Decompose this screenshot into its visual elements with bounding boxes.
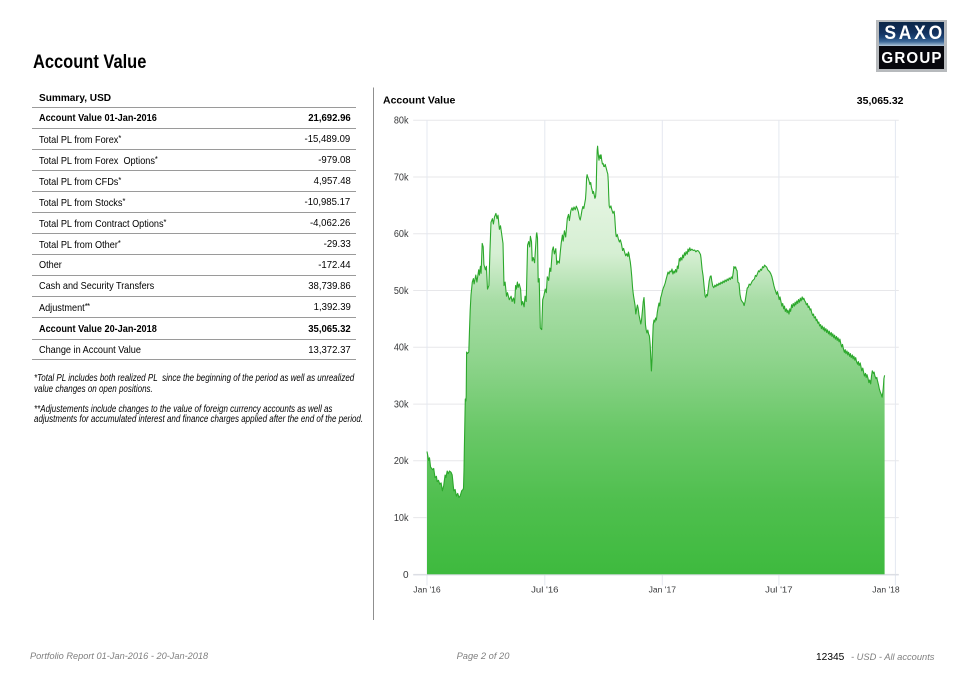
svg-text:0: 0 [403, 570, 409, 581]
svg-text:70k: 70k [394, 172, 410, 183]
svg-text:35,065.32: 35,065.32 [857, 95, 904, 107]
svg-text:60k: 60k [394, 229, 410, 240]
svg-text:20k: 20k [394, 456, 410, 467]
svg-text:Jul '16: Jul '16 [531, 585, 559, 595]
svg-text:Jul '17: Jul '17 [765, 585, 793, 595]
svg-text:40k: 40k [394, 343, 410, 354]
svg-text:Jan '16: Jan '16 [413, 585, 441, 595]
svg-text:50k: 50k [394, 286, 410, 297]
svg-text:Account Value: Account Value [383, 95, 456, 107]
svg-text:80k: 80k [394, 116, 410, 127]
svg-text:Jan '18: Jan '18 [872, 585, 900, 595]
svg-text:30k: 30k [394, 400, 410, 411]
svg-text:Jan '17: Jan '17 [649, 585, 677, 595]
svg-text:10k: 10k [394, 513, 410, 524]
